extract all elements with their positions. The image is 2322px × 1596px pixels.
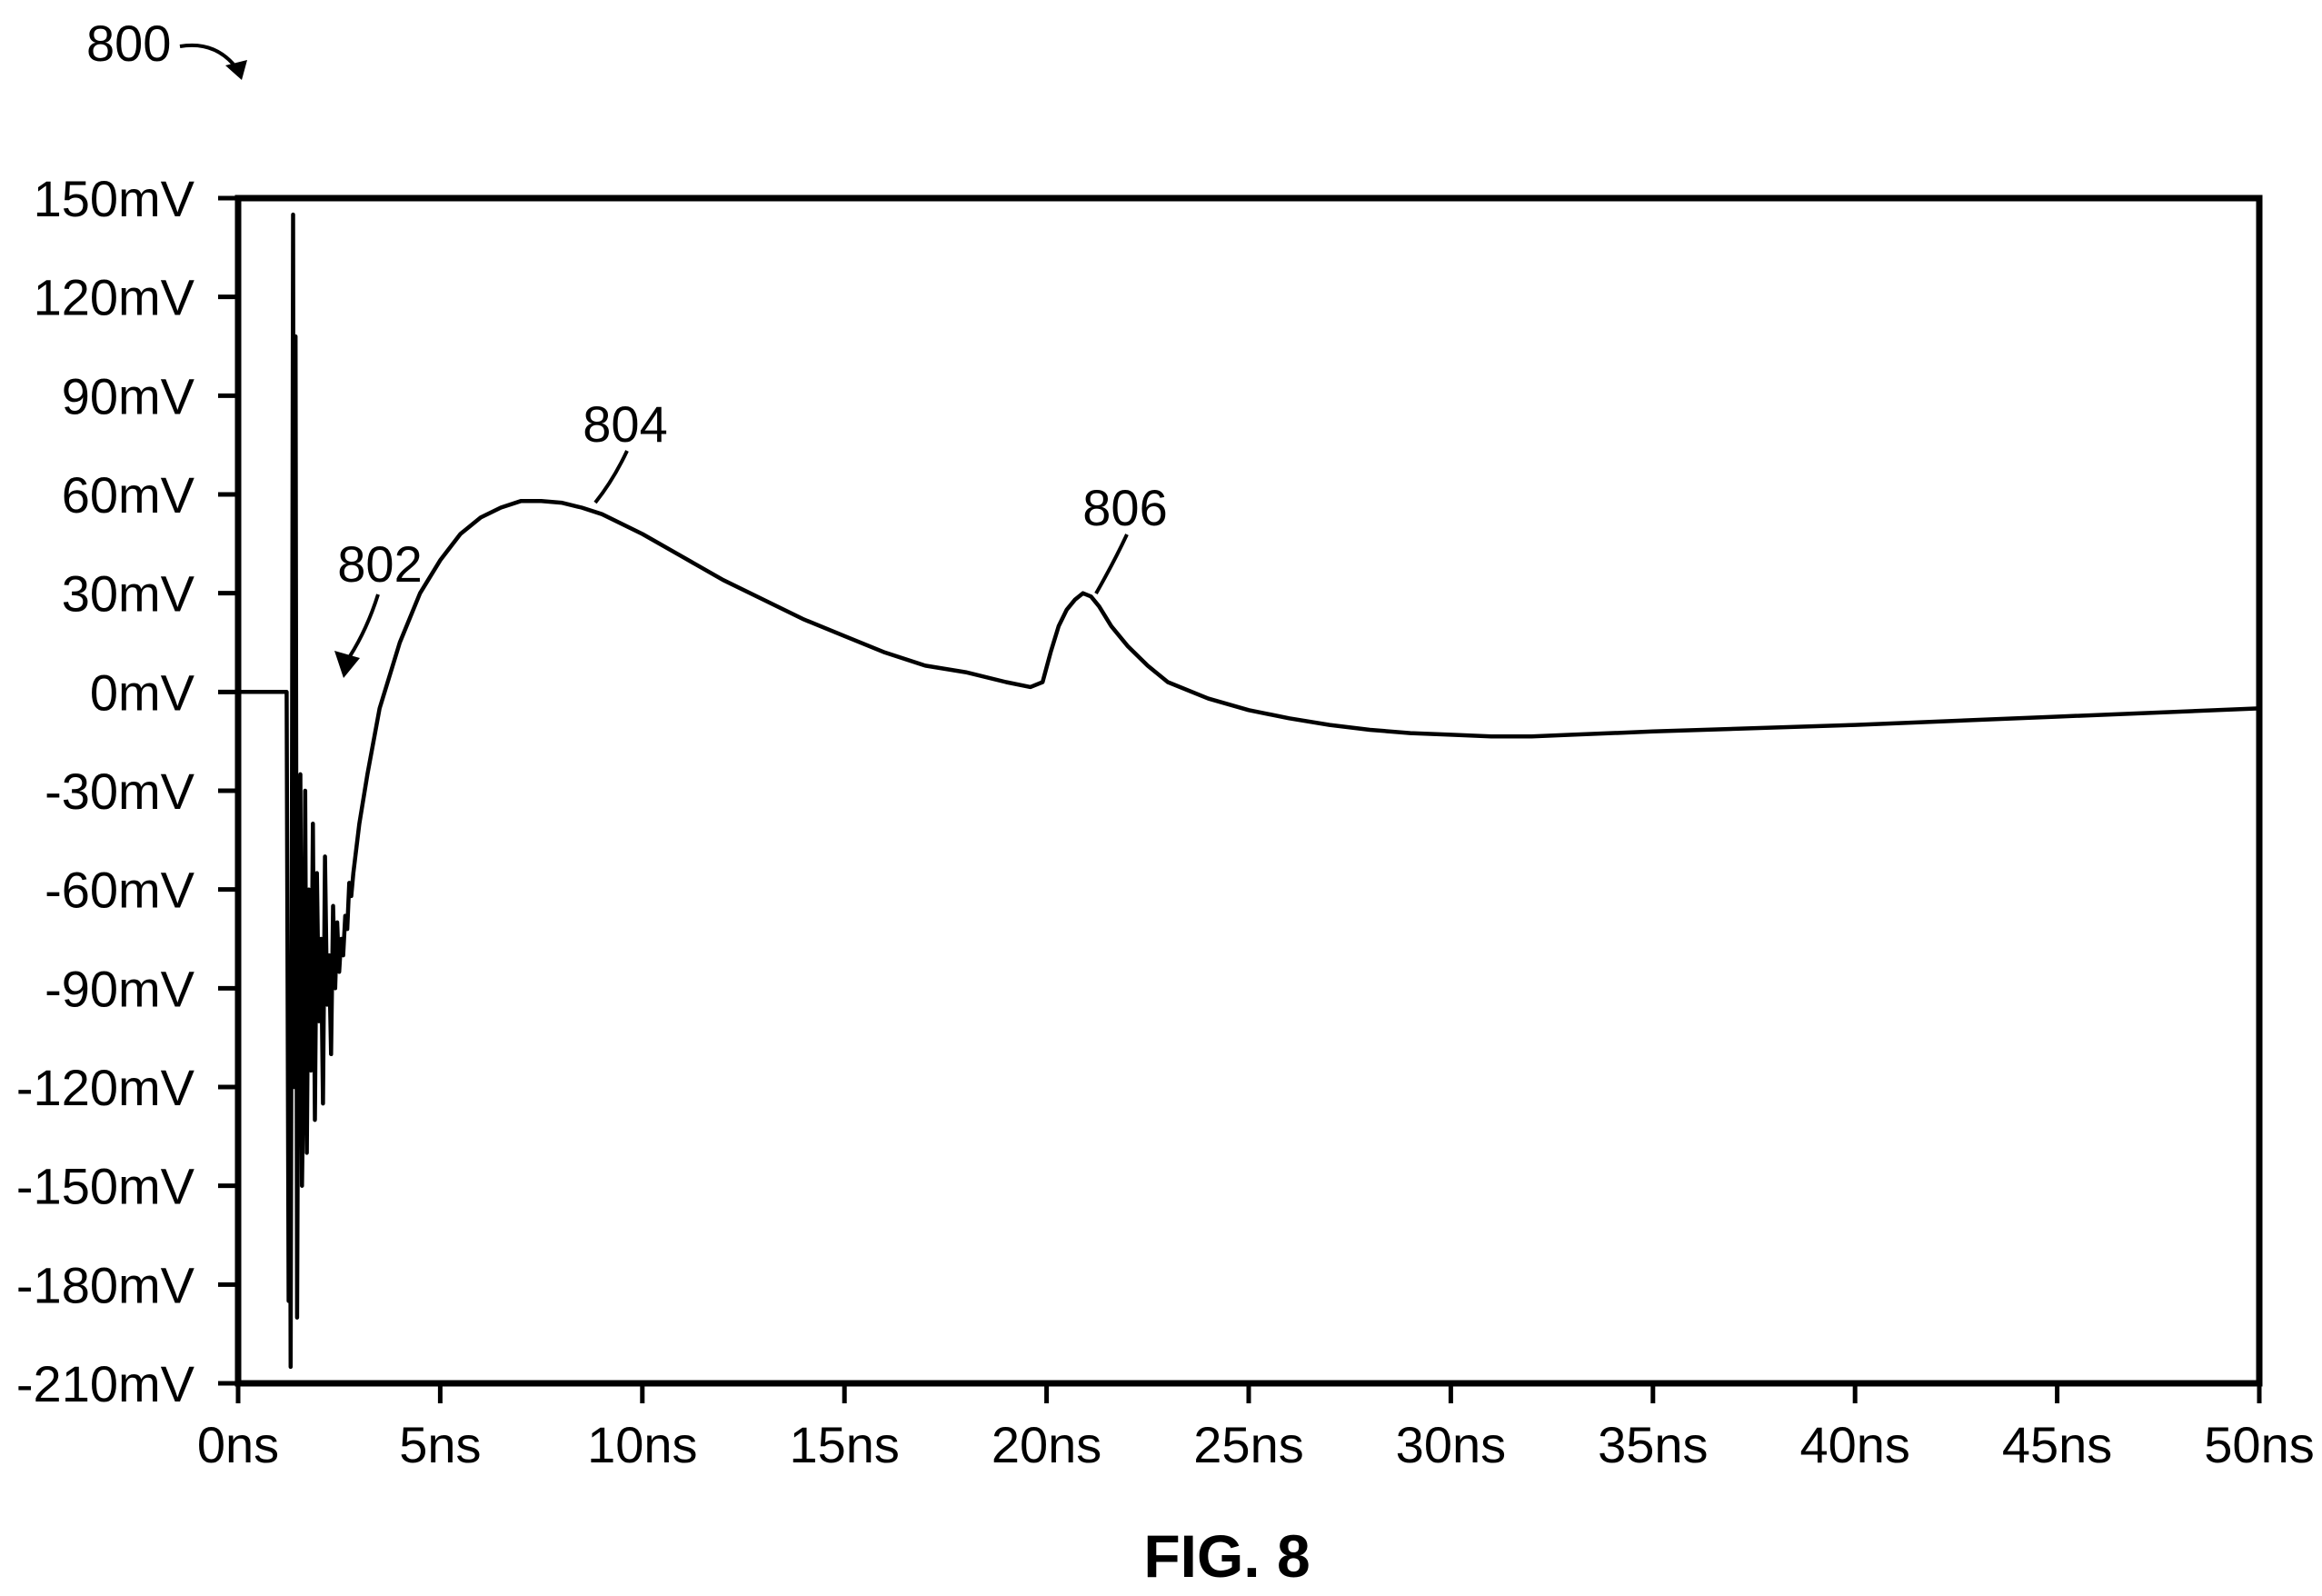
- x-tick-label: 40ns: [1799, 1416, 1909, 1473]
- y-tick-label: -180mV: [16, 1256, 195, 1313]
- annotations: 802 804 806: [334, 395, 1168, 678]
- y-tick-label: -150mV: [16, 1158, 195, 1215]
- x-tick-label: 15ns: [789, 1416, 899, 1473]
- y-tick-label: 150mV: [34, 170, 195, 227]
- annotation-label: 806: [1082, 479, 1167, 536]
- y-tick-label: 90mV: [62, 367, 195, 424]
- figure-reference-arrowhead: [225, 60, 247, 80]
- y-tick-label: 60mV: [62, 466, 195, 524]
- annotation-leader: [1094, 534, 1129, 594]
- x-tick-label: 35ns: [1598, 1416, 1708, 1473]
- x-tick-label: 50ns: [2204, 1416, 2314, 1473]
- plot-frame: [234, 195, 2263, 1387]
- y-tick-label: -210mV: [16, 1355, 195, 1412]
- x-tick-label: 5ns: [399, 1416, 481, 1473]
- annotation-label: 804: [583, 395, 667, 453]
- plot-area: 150mV 120mV 90mV 60mV 30mV 0mV -30mV -60mV -90mV…: [16, 170, 2315, 1473]
- x-axis-tick-labels: 0ns 5ns 10ns 15ns 20ns 25ns 30ns 35ns 40ns 45ns 50…: [197, 1416, 2315, 1473]
- x-tick-label: 25ns: [1193, 1416, 1303, 1473]
- annotation-leader: [593, 450, 629, 504]
- x-tick-label: 20ns: [992, 1416, 1101, 1473]
- y-tick-label: -90mV: [45, 960, 195, 1017]
- y-axis-tick-labels: 150mV 120mV 90mV 60mV 30mV 0mV -30mV -60mV -90mV…: [16, 170, 195, 1412]
- y-tick-label: 0mV: [90, 663, 195, 721]
- annotation-label: 802: [337, 535, 422, 593]
- annotation-leader: [348, 594, 380, 658]
- y-tick-label: 30mV: [62, 565, 195, 623]
- figure-caption: FIG. 8: [1143, 1522, 1310, 1590]
- x-tick-label: 45ns: [2002, 1416, 2112, 1473]
- x-tick-label: 30ns: [1396, 1416, 1506, 1473]
- x-tick-label: 0ns: [197, 1416, 279, 1473]
- figure-reference-label: 800: [86, 15, 171, 72]
- annotation-arrowhead: [334, 651, 360, 678]
- y-tick-label: -30mV: [45, 763, 195, 820]
- y-tick-label: -60mV: [45, 862, 195, 919]
- y-tick-label: 120mV: [34, 269, 195, 326]
- series-line: [238, 212, 2260, 1370]
- axis-ticks: [218, 195, 2262, 1403]
- x-tick-label: 10ns: [587, 1416, 697, 1473]
- y-tick-label: -120mV: [16, 1059, 195, 1116]
